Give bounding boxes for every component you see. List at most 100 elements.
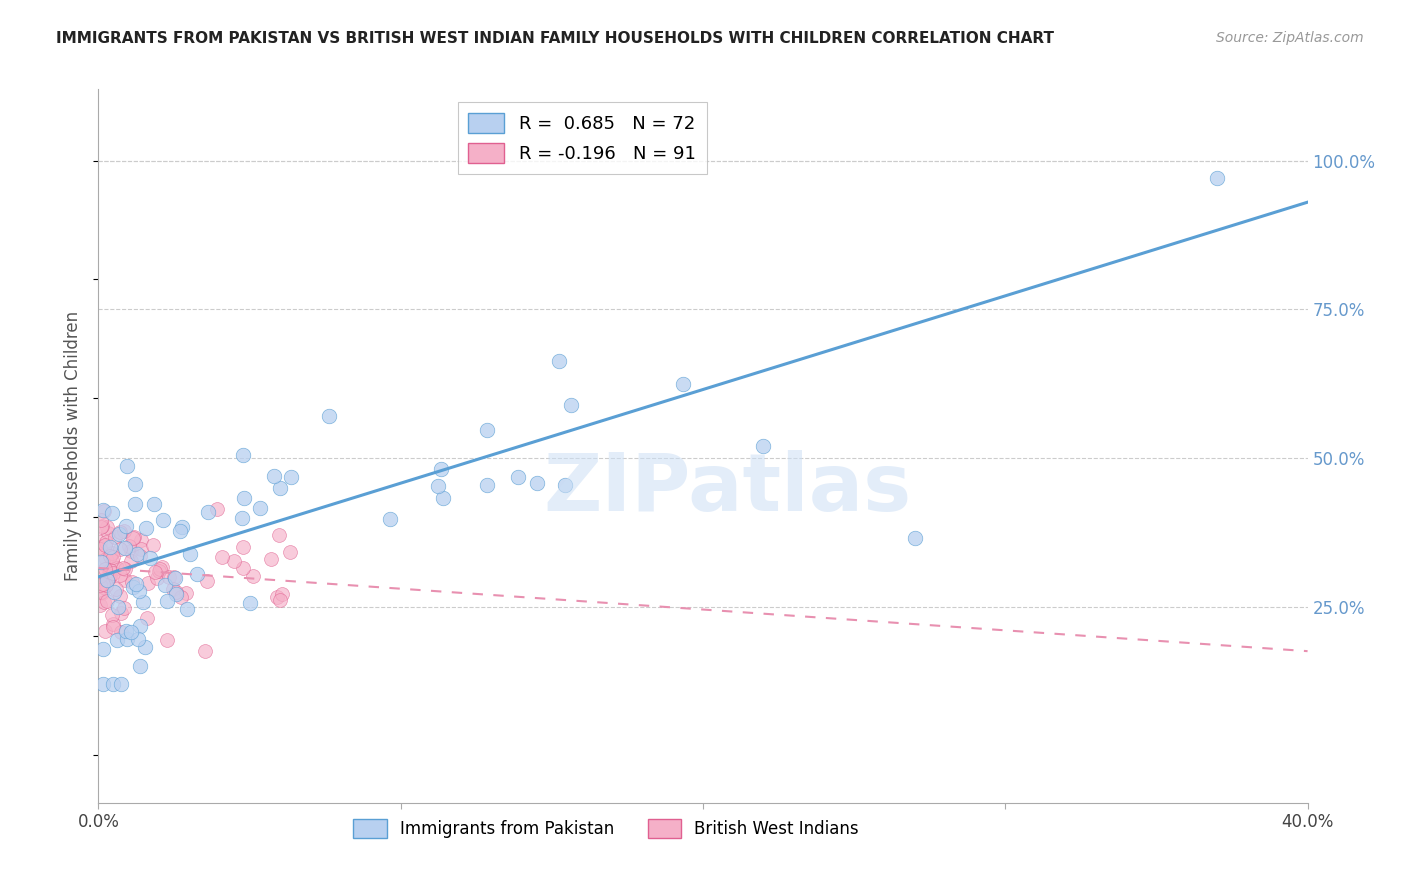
Point xyxy=(122,532,145,546)
Point xyxy=(135,521,157,535)
Point xyxy=(149,562,172,576)
Point xyxy=(132,595,155,609)
Point xyxy=(105,633,128,648)
Point xyxy=(554,477,576,491)
Point xyxy=(128,549,150,564)
Point xyxy=(101,549,124,564)
Point xyxy=(93,576,115,591)
Point xyxy=(108,527,131,541)
Point xyxy=(103,585,125,599)
Point xyxy=(139,550,162,565)
Point xyxy=(101,677,124,691)
Point xyxy=(104,530,127,544)
Point xyxy=(90,575,112,590)
Point xyxy=(165,584,187,599)
Point xyxy=(269,592,291,607)
Text: IMMIGRANTS FROM PAKISTAN VS BRITISH WEST INDIAN FAMILY HOUSEHOLDS WITH CHILDREN : IMMIGRANTS FROM PAKISTAN VS BRITISH WEST… xyxy=(56,31,1054,46)
Point xyxy=(114,541,136,556)
Point xyxy=(90,513,112,527)
Point xyxy=(115,624,138,639)
Point xyxy=(211,549,233,564)
Point xyxy=(280,544,302,558)
Point xyxy=(155,578,177,592)
Point xyxy=(89,540,111,554)
Point xyxy=(89,598,111,612)
Point xyxy=(114,573,136,587)
Point xyxy=(98,563,121,577)
Point xyxy=(89,568,111,582)
Point xyxy=(148,565,170,579)
Point xyxy=(477,423,499,437)
Point xyxy=(120,554,142,568)
Point xyxy=(97,526,120,541)
Point xyxy=(115,518,138,533)
Point xyxy=(134,640,156,655)
Point xyxy=(91,642,114,657)
Point xyxy=(110,677,132,691)
Point xyxy=(560,398,582,412)
Point xyxy=(98,549,121,563)
Point xyxy=(96,594,118,608)
Point xyxy=(112,524,135,539)
Point xyxy=(98,569,121,583)
Point xyxy=(263,469,285,483)
Point xyxy=(107,599,129,614)
Point xyxy=(96,535,118,549)
Point xyxy=(378,512,401,526)
Point xyxy=(142,538,165,552)
Point xyxy=(152,512,174,526)
Point xyxy=(89,541,111,556)
Point xyxy=(110,607,132,621)
Point xyxy=(117,539,139,553)
Point xyxy=(97,568,120,582)
Legend: Immigrants from Pakistan, British West Indians: Immigrants from Pakistan, British West I… xyxy=(347,812,866,845)
Point xyxy=(475,478,498,492)
Point xyxy=(280,469,302,483)
Point xyxy=(169,524,191,538)
Point xyxy=(91,519,114,533)
Point xyxy=(194,643,217,657)
Point xyxy=(90,585,112,599)
Point xyxy=(94,551,117,566)
Point xyxy=(186,566,208,581)
Point xyxy=(143,566,166,580)
Point xyxy=(195,574,218,589)
Point xyxy=(96,578,118,592)
Point xyxy=(105,582,128,596)
Point xyxy=(165,571,187,585)
Point xyxy=(121,574,143,589)
Point xyxy=(174,586,197,600)
Point xyxy=(432,491,454,505)
Point xyxy=(122,580,145,594)
Point xyxy=(129,618,152,632)
Y-axis label: Family Households with Children: Family Households with Children xyxy=(65,311,83,581)
Point xyxy=(89,535,111,549)
Point xyxy=(318,409,340,423)
Point xyxy=(115,458,138,473)
Point xyxy=(122,530,145,544)
Point xyxy=(157,570,180,584)
Point xyxy=(162,582,184,597)
Point xyxy=(124,476,146,491)
Point xyxy=(111,560,134,574)
Point xyxy=(110,624,132,639)
Point xyxy=(232,540,254,554)
Point xyxy=(128,584,150,599)
Text: Source: ZipAtlas.com: Source: ZipAtlas.com xyxy=(1216,31,1364,45)
Point xyxy=(249,500,271,515)
Point xyxy=(232,448,254,462)
Text: ZIPatlas: ZIPatlas xyxy=(543,450,911,528)
Point xyxy=(94,624,117,638)
Point xyxy=(100,541,122,555)
Point xyxy=(197,506,219,520)
Point xyxy=(114,562,136,576)
Point xyxy=(89,578,111,592)
Point xyxy=(260,552,283,566)
Point xyxy=(179,547,201,561)
Point xyxy=(124,497,146,511)
Point xyxy=(98,571,121,585)
Point xyxy=(165,587,187,601)
Point xyxy=(120,624,142,639)
Point xyxy=(131,533,153,548)
Point xyxy=(156,632,179,647)
